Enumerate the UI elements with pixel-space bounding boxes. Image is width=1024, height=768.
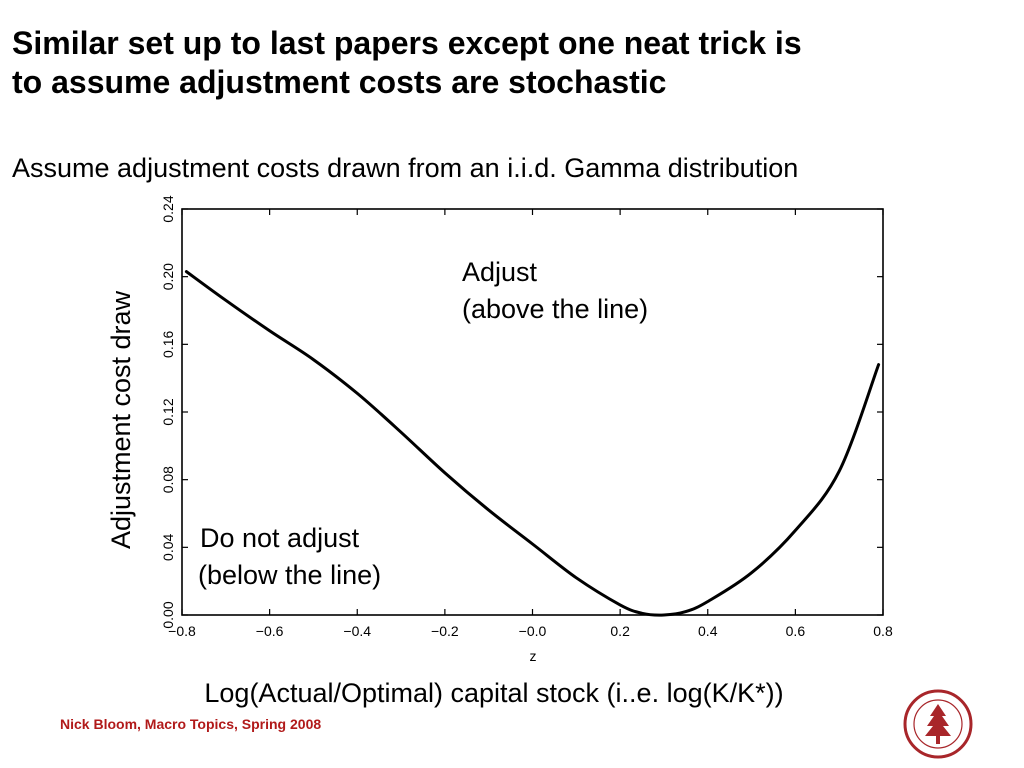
slide-title-line-2: to assume adjustment costs are stochasti… xyxy=(12,64,667,100)
x-tick-labels: −0.8 −0.6 −0.4 −0.2 −0.0 0.2 0.4 0.6 0.8 xyxy=(168,623,893,639)
y-tick-labels: 0.00 0.04 0.08 0.12 0.16 0.20 0.24 xyxy=(160,195,176,628)
footer-credit: Nick Bloom, Macro Topics, Spring 2008 xyxy=(60,716,322,732)
x-tick-label: −0.2 xyxy=(431,623,459,639)
y-axis-label: Adjustment cost draw xyxy=(106,290,136,549)
slide-title: Similar set up to last papers except one… xyxy=(12,24,1012,102)
x-tick-label: −0.6 xyxy=(256,623,284,639)
x-tick-label: 0.2 xyxy=(610,623,630,639)
annotation-no-adjust-line-1: Do not adjust xyxy=(200,523,360,553)
x-tick-label: 0.6 xyxy=(786,623,806,639)
y-tick-label: 0.00 xyxy=(160,601,176,628)
y-tick-label: 0.08 xyxy=(160,466,176,493)
x-tick-label: −0.8 xyxy=(168,623,196,639)
y-tick-label: 0.24 xyxy=(160,195,176,222)
x-axis-label: z xyxy=(530,648,537,664)
threshold-curve xyxy=(184,270,881,617)
y-tick-label: 0.04 xyxy=(160,533,176,560)
x-tick-label: 0.4 xyxy=(698,623,718,639)
y-tick-label: 0.12 xyxy=(160,398,176,425)
y-tick-marks xyxy=(182,208,883,616)
y-tick-label: 0.16 xyxy=(160,330,176,357)
annotation-adjust-line-1: Adjust xyxy=(462,257,538,287)
x-tick-label: −0.0 xyxy=(519,623,547,639)
annotation-no-adjust-line-2: (below the line) xyxy=(198,560,381,590)
slide-title-line-1: Similar set up to last papers except one… xyxy=(12,25,802,61)
slide-subtitle: Assume adjustment costs drawn from an i.… xyxy=(12,153,799,183)
annotation-adjust-line-2: (above the line) xyxy=(462,294,648,324)
x-tick-marks xyxy=(181,209,884,615)
y-tick-label: 0.20 xyxy=(160,263,176,290)
x-tick-label: −0.4 xyxy=(343,623,371,639)
x-tick-label: 0.8 xyxy=(873,623,893,639)
university-seal-icon xyxy=(903,689,973,759)
x-axis-caption: Log(Actual/Optimal) capital stock (i..e.… xyxy=(204,678,783,708)
